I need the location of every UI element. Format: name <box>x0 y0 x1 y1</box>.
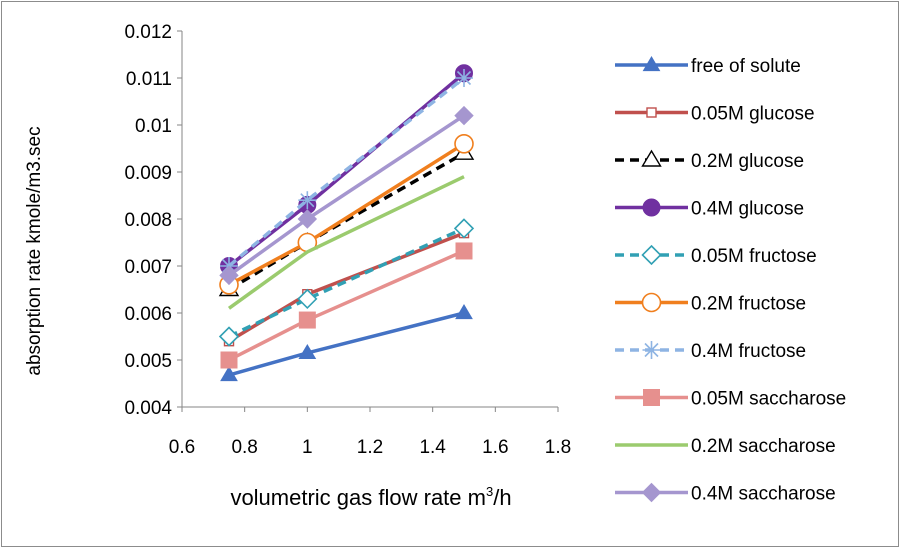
data-point-free-of-solute <box>455 304 473 320</box>
data-point-0-4m-saccharose <box>219 265 239 286</box>
data-point-0-05m-saccharose <box>298 311 316 329</box>
legend-label: 0.05M glucose <box>691 104 815 125</box>
data-point-0-05m-fructose <box>297 288 318 310</box>
series-0-05m-saccharose <box>220 242 473 369</box>
x-axis-title-main: volumetric gas flow rate m <box>230 485 486 510</box>
data-point-0-4m-saccharose <box>454 105 474 126</box>
legend-item-0-4m-glucose: 0.4M glucose <box>615 198 804 220</box>
series-free-of-solute <box>220 304 473 382</box>
x-tick-label: 0.6 <box>169 437 195 458</box>
series-layer <box>218 64 475 382</box>
x-tick-label: 1.4 <box>419 437 446 458</box>
plot-area <box>181 31 558 408</box>
legend-item-0-2m-fructose: 0.2M fructose <box>615 292 806 315</box>
y-tick-label: 0.011 <box>126 69 172 90</box>
series-line-0-2m-saccharose <box>227 175 465 310</box>
data-point-0-05m-fructose <box>218 326 240 347</box>
legend-item-0-2m-saccharose: 0.2M saccharose <box>615 436 836 457</box>
x-axis-title-unit: /h <box>493 485 511 510</box>
legend-label: 0.05M fructose <box>691 246 817 267</box>
legend-item-0-05m-saccharose: 0.05M saccharose <box>615 389 846 410</box>
legend-swatch-marker <box>643 389 660 406</box>
series-line-free-of-solute <box>228 311 465 377</box>
y-axis-ticks: 0.004 0.005 0.006 0.007 0.008 0.009 0.01 0.011 0… <box>124 22 182 419</box>
y-tick-label: 0.004 <box>124 398 172 419</box>
legend-swatch-marker <box>641 149 662 167</box>
legend-item-0-05m-glucose: 0.05M glucose <box>615 104 815 125</box>
x-axis-ticks: 0.6 0.8 1 1.2 1.4 1.6 1.8 <box>169 407 571 458</box>
y-tick-label: 0.012 <box>124 22 172 43</box>
series-0-2m-saccharose <box>227 175 465 310</box>
data-point-0-4m-saccharose <box>297 209 318 229</box>
legend-label: 0.2M saccharose <box>691 436 836 457</box>
x-axis-title-superscript: 3 <box>486 484 493 499</box>
legend-item-free-of-solute: free of solute <box>615 56 801 77</box>
y-tick-label: 0.009 <box>124 163 172 184</box>
legend-swatch-marker <box>646 107 657 118</box>
series-line-0-4m-fructose <box>227 76 466 268</box>
legend-label: 0.2M glucose <box>691 151 804 172</box>
y-axis-title: absorption rate kmole/m3.sec <box>24 126 45 375</box>
legend-label: 0.4M fructose <box>691 341 806 362</box>
y-tick-label: 0.005 <box>124 351 172 372</box>
data-point-0-4m-fructose <box>298 191 317 210</box>
legend-swatch-marker <box>641 482 662 503</box>
legend-item-0-05m-fructose: 0.05M fructose <box>615 244 817 267</box>
legend-label: 0.05M saccharose <box>691 389 846 410</box>
series-0-05m-fructose <box>218 218 475 347</box>
series-line-0-2m-fructose <box>228 142 465 287</box>
x-tick-label: 1.6 <box>482 437 508 458</box>
x-tick-label: 1.8 <box>545 437 571 458</box>
legend-label: free of solute <box>691 56 801 77</box>
legend-label: 0.2M fructose <box>691 294 806 315</box>
data-point-0-05m-fructose <box>453 218 475 239</box>
legend: free of solute 0.05M glucose 0.2M glucose 0… <box>615 56 846 505</box>
legend-swatch-marker <box>642 341 661 359</box>
series-0-2m-fructose <box>219 134 474 295</box>
y-tick-label: 0.008 <box>124 210 172 231</box>
y-tick-label: 0.006 <box>124 304 172 325</box>
y-tick-label: 0.01 <box>135 116 172 137</box>
data-point-free-of-solute <box>220 366 238 382</box>
y-tick-label: 0.007 <box>124 257 172 278</box>
data-point-0-4m-fructose <box>455 69 473 87</box>
legend-item-0-2m-glucose: 0.2M glucose <box>615 149 804 172</box>
legend-label: 0.4M saccharose <box>691 484 836 505</box>
x-axis-title: volumetric gas flow rate m3/h <box>230 484 511 510</box>
legend-swatch-marker <box>642 198 661 217</box>
legend-swatch-marker <box>641 244 662 266</box>
series-0-4m-saccharose <box>219 105 474 286</box>
data-point-0-05m-saccharose <box>455 242 473 260</box>
data-point-0-05m-saccharose <box>220 351 238 369</box>
legend-item-0-4m-saccharose: 0.4M saccharose <box>615 482 836 505</box>
legend-swatch-marker <box>641 292 662 313</box>
x-tick-label: 1 <box>302 437 313 458</box>
series-line-0-05m-fructose <box>228 226 465 339</box>
data-point-0-2m-fructose <box>454 134 474 154</box>
x-tick-label: 1.2 <box>357 437 383 458</box>
legend-item-0-4m-fructose: 0.4M fructose <box>615 341 806 362</box>
x-tick-label: 0.8 <box>231 437 257 458</box>
data-point-free-of-solute <box>298 343 317 360</box>
legend-label: 0.4M glucose <box>691 199 804 220</box>
legend-swatch-marker <box>642 56 661 72</box>
